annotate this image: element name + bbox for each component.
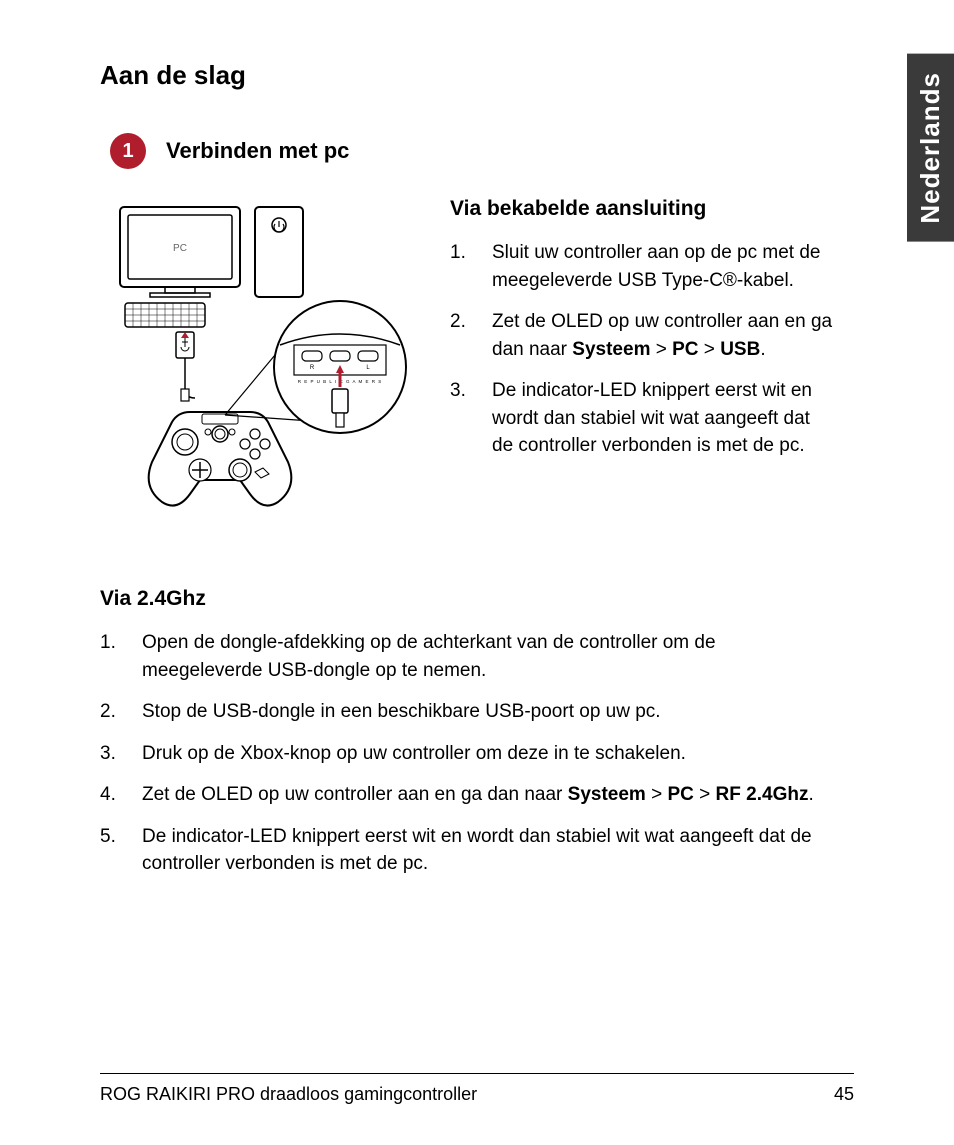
language-tab: Nederlands — [907, 54, 954, 242]
footer-page-number: 45 — [834, 1084, 854, 1105]
rf-steps-list: Open de dongle-afdekking op de achterkan… — [100, 629, 834, 878]
step-item: Druk op de Xbox-knop op uw controller om… — [100, 740, 834, 768]
step-item: De indicator-LED knippert eerst wit en w… — [450, 377, 834, 460]
wired-steps-list: Sluit uw controller aan op de pc met de … — [450, 239, 834, 460]
step-title: Verbinden met pc — [166, 138, 349, 164]
step-header: 1 Verbinden met pc — [110, 133, 894, 169]
footer-product: ROG RAIKIRI PRO draadloos gamingcontroll… — [100, 1084, 477, 1105]
connection-diagram: PC — [110, 197, 410, 537]
svg-text:R: R — [310, 365, 315, 371]
step-item: Sluit uw controller aan op de pc met de … — [450, 239, 834, 294]
footer: ROG RAIKIRI PRO draadloos gamingcontroll… — [100, 1073, 854, 1105]
step-item: Stop de USB-dongle in een beschikbare US… — [100, 698, 834, 726]
page-title: Aan de slag — [100, 60, 894, 91]
pc-label: PC — [173, 243, 187, 254]
rf-title: Via 2.4Ghz — [100, 587, 834, 611]
step-number-badge: 1 — [110, 133, 146, 169]
step-item: Zet de OLED op uw controller aan en ga d… — [100, 781, 834, 809]
step-item: Zet de OLED op uw controller aan en ga d… — [450, 308, 834, 363]
wired-title: Via bekabelde aansluiting — [450, 197, 834, 221]
step-item: Open de dongle-afdekking op de achterkan… — [100, 629, 834, 684]
step-item: De indicator-LED knippert eerst wit en w… — [100, 823, 834, 878]
